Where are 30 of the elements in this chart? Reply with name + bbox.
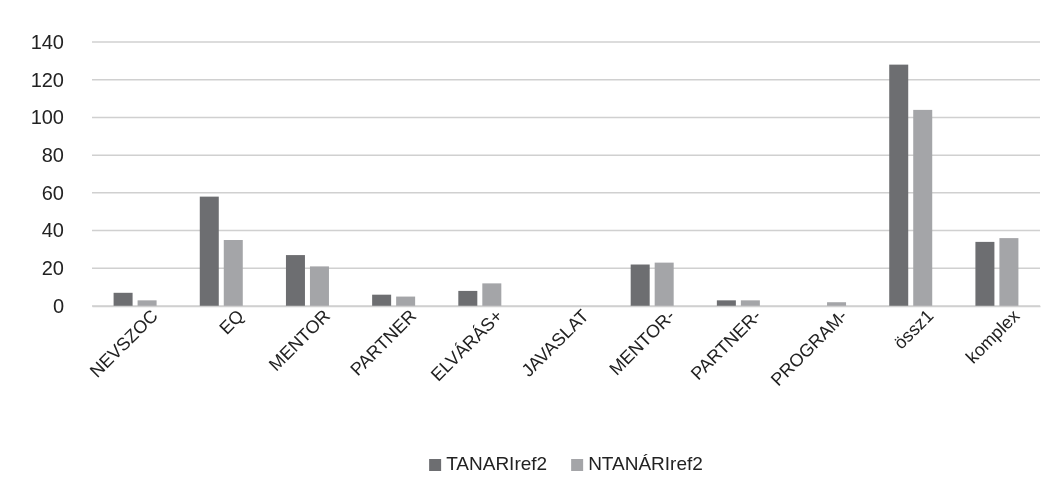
bar xyxy=(630,264,650,306)
bar xyxy=(458,290,478,306)
y-tick-label: 40 xyxy=(41,219,64,242)
bar xyxy=(827,302,847,306)
bar xyxy=(223,240,243,306)
bar xyxy=(137,300,157,306)
bar xyxy=(913,109,933,306)
legend-label: NTANÁRIref2 xyxy=(588,453,703,474)
legend-label: TANARIref2 xyxy=(446,453,548,474)
y-tick-label: 80 xyxy=(41,144,64,167)
bar xyxy=(285,255,305,306)
bar xyxy=(396,296,416,306)
y-tick-label: 100 xyxy=(30,106,64,129)
y-tick-label: 20 xyxy=(41,257,64,280)
y-tick-label: 120 xyxy=(30,68,64,91)
bar xyxy=(975,241,995,306)
bar xyxy=(199,196,219,306)
y-tick-label: 60 xyxy=(41,181,64,204)
bar xyxy=(889,64,909,306)
x-tick-label: EQ xyxy=(215,305,248,339)
bar xyxy=(740,300,760,306)
bar xyxy=(309,266,329,306)
bar xyxy=(482,283,502,306)
bar xyxy=(654,262,674,306)
bar xyxy=(716,300,736,306)
bar xyxy=(113,292,133,306)
bar xyxy=(372,294,392,306)
y-tick-label: 0 xyxy=(52,294,64,317)
bar xyxy=(999,238,1019,306)
y-tick-label: 140 xyxy=(30,30,64,53)
